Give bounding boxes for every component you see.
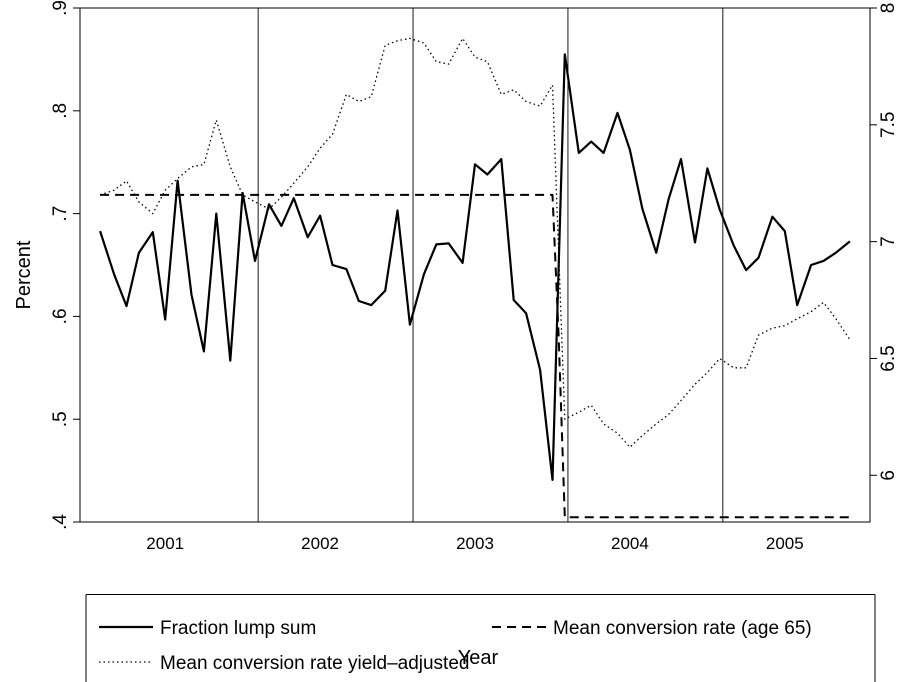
axes: .4 .5 .6 .7 .8 .9 6 6.5 7 7.5 8 2001 2002 2003 2004 200…: [50, 0, 899, 553]
y-axis-title: Percent: [13, 240, 35, 309]
plot-area: [79, 7, 871, 523]
y-left-tick-label: .8: [50, 103, 71, 119]
y-left-tick-label: .5: [50, 411, 71, 427]
series-line-2: [99, 37, 851, 448]
legend-label-2: Mean conversion rate yield–adjusted: [160, 653, 469, 674]
y-left-tick-label: .7: [50, 206, 71, 222]
y-left-tick-label: .6: [50, 308, 71, 324]
y-right-tick-label: 8: [878, 3, 899, 14]
y-right-tick-label: 6: [878, 470, 899, 481]
legend-label-1: Mean conversion rate (age 65): [553, 618, 812, 639]
legend-label-0: Fraction lump sum: [160, 618, 316, 639]
x-tick-label: 2001: [146, 534, 184, 553]
series-line-0: [99, 53, 851, 481]
x-axis-title: Year: [458, 647, 499, 669]
x-tick-label: 2005: [766, 534, 804, 553]
x-tick-label: 2002: [301, 534, 339, 553]
y-right-tick-label: 7.5: [878, 112, 899, 138]
x-tick-label: 2003: [456, 534, 494, 553]
series-line-1: [100, 193, 850, 519]
y-right-tick-label: 7: [878, 236, 899, 247]
plot-frame: [79, 7, 871, 523]
y-right-tick-label: 6.5: [878, 345, 899, 371]
y-left-tick-label: .4: [50, 514, 71, 530]
x-tick-label: 2004: [611, 534, 649, 553]
legend: Fraction lump sum Mean conversion rate (a…: [85, 594, 876, 682]
y-left-tick-label: .9: [50, 0, 71, 16]
